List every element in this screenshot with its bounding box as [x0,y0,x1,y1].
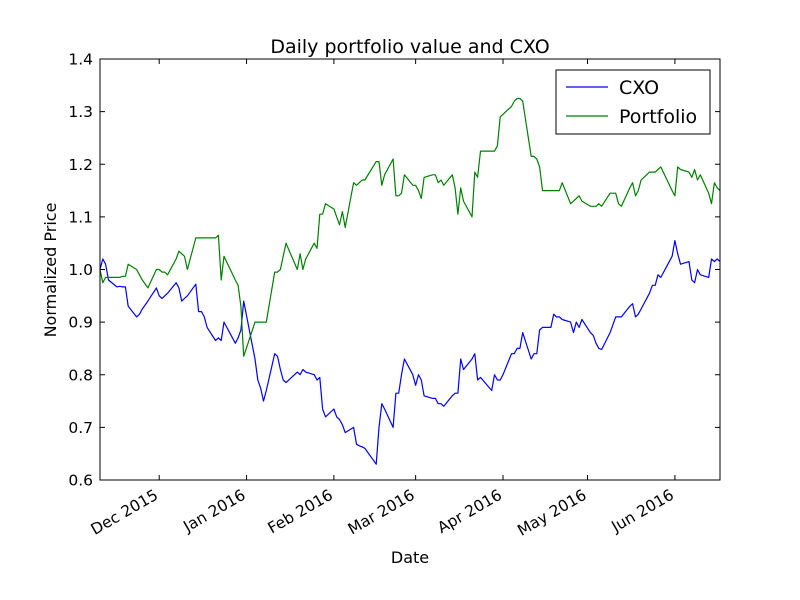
series-line-portfolio [99,97,721,357]
chart-title: Daily portfolio value and CXO [270,36,549,58]
legend-label-portfolio: Portfolio [619,106,697,128]
y-axis-label: Normalized Price [41,203,60,338]
y-tick-label: 0.6 [68,472,93,490]
y-tick-label: 1.4 [68,51,93,69]
y-tick-label: 0.9 [68,314,93,332]
y-tick-label: 1.3 [68,103,93,121]
series-line-cxo [99,240,721,465]
y-tick-label: 0.7 [68,419,93,437]
y-tick-label: 1.1 [68,208,93,226]
y-axis: 0.6 0.7 0.8 0.9 1.0 1.1 1.2 1.3 1.4 [68,51,720,490]
legend-box [555,69,711,135]
y-tick-label: 0.8 [68,366,93,384]
y-tick-label: 1.2 [68,156,93,174]
legend: CXO Portfolio [555,69,711,135]
y-tick-label: 1.0 [68,261,93,279]
x-axis-label: Date [391,548,429,567]
legend-label-cxo: CXO [619,77,659,99]
